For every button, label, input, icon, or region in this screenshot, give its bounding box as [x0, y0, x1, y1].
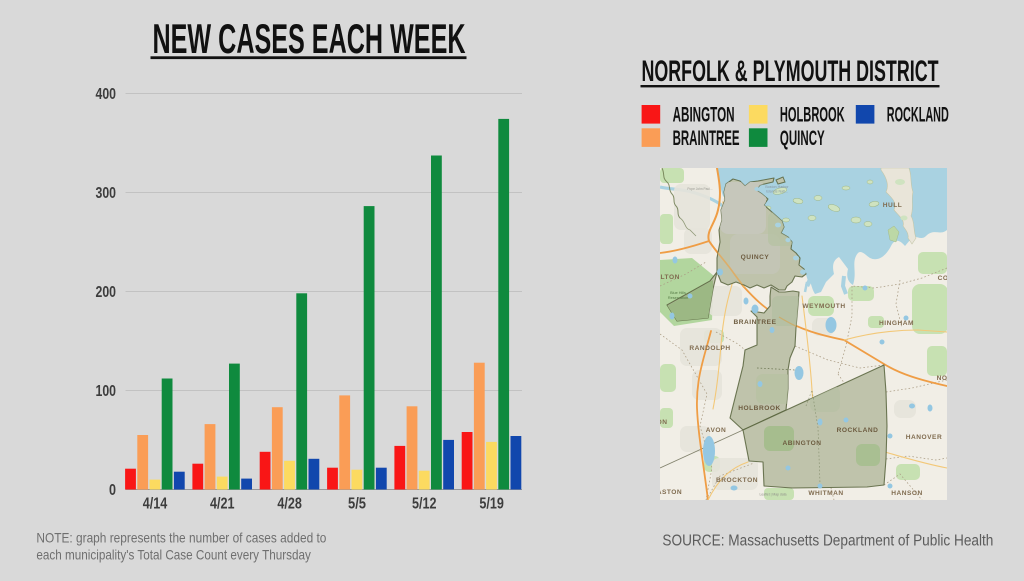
- svg-text:Pope John Paul...: Pope John Paul...: [687, 187, 712, 191]
- svg-text:HOLBROOK: HOLBROOK: [780, 104, 845, 127]
- svg-text:ROCKLAND: ROCKLAND: [887, 104, 949, 127]
- svg-text:SOURCE: Massachusetts Departme: SOURCE: Massachusetts Department of Publ…: [662, 533, 993, 550]
- svg-text:BRAINTREE: BRAINTREE: [734, 319, 777, 326]
- svg-text:WEYMOUTH: WEYMOUTH: [802, 303, 845, 310]
- svg-text:HULL: HULL: [883, 202, 903, 209]
- svg-text:5/19: 5/19: [479, 496, 504, 513]
- svg-text:QUINCY: QUINCY: [780, 127, 825, 150]
- svg-text:AVON: AVON: [706, 427, 727, 434]
- svg-text:ABINGTON: ABINGTON: [673, 104, 735, 127]
- svg-text:EASTON: EASTON: [652, 489, 682, 496]
- svg-text:200: 200: [96, 284, 117, 301]
- svg-text:5/12: 5/12: [412, 496, 437, 513]
- svg-text:0: 0: [109, 482, 116, 499]
- svg-text:BRAINTREE: BRAINTREE: [673, 127, 740, 150]
- svg-text:Reservation: Reservation: [668, 296, 688, 300]
- svg-text:MILTON: MILTON: [652, 274, 680, 281]
- svg-text:100: 100: [96, 383, 117, 400]
- svg-text:ABINGTON: ABINGTON: [782, 440, 821, 447]
- svg-text:Blue Hills: Blue Hills: [670, 291, 686, 295]
- svg-text:HINGHAM: HINGHAM: [879, 320, 914, 327]
- svg-text:Boston Harbor: Boston Harbor: [765, 185, 789, 189]
- svg-text:HOLBROOK: HOLBROOK: [738, 405, 780, 412]
- svg-text:ON: ON: [657, 419, 668, 426]
- svg-text:5/5: 5/5: [348, 496, 366, 513]
- svg-text:HANSON: HANSON: [891, 490, 923, 497]
- svg-text:NOTE: graph represents the num: NOTE: graph represents the number of cas…: [36, 530, 326, 546]
- svg-text:WHITMAN: WHITMAN: [808, 490, 843, 497]
- svg-text:QUINCY: QUINCY: [741, 254, 770, 261]
- svg-text:NORWELL: NORWELL: [937, 375, 974, 382]
- svg-text:300: 300: [96, 185, 117, 202]
- svg-text:4/14: 4/14: [143, 496, 168, 513]
- svg-text:400: 400: [96, 86, 117, 103]
- svg-text:4/21: 4/21: [210, 496, 235, 513]
- svg-text:NEW CASES EACH WEEK: NEW CASES EACH WEEK: [153, 15, 466, 62]
- svg-text:Islands Natl...: Islands Natl...: [766, 190, 788, 194]
- svg-text:NORFOLK & PLYMOUTH DISTRICT: NORFOLK & PLYMOUTH DISTRICT: [642, 55, 939, 88]
- svg-text:each municipality's Total Case: each municipality's Total Case Count eve…: [36, 547, 311, 563]
- svg-text:COHASSET: COHASSET: [938, 275, 979, 282]
- svg-text:Leaflet | Map data: Leaflet | Map data: [759, 493, 786, 497]
- svg-text:BROCKTON: BROCKTON: [716, 477, 758, 484]
- svg-text:4/28: 4/28: [277, 496, 302, 513]
- svg-text:ROCKLAND: ROCKLAND: [837, 427, 879, 434]
- svg-text:HANOVER: HANOVER: [906, 434, 942, 441]
- svg-text:RANDOLPH: RANDOLPH: [689, 345, 730, 352]
